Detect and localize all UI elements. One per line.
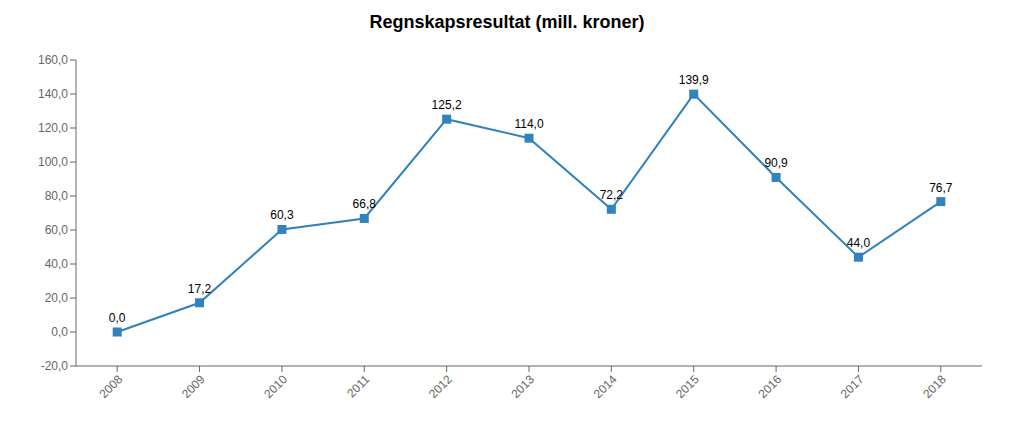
svg-text:-20,0: -20,0 (41, 359, 69, 373)
svg-text:20,0: 20,0 (45, 291, 69, 305)
svg-text:60,3: 60,3 (270, 208, 294, 222)
svg-text:17,2: 17,2 (188, 282, 212, 296)
svg-text:120,0: 120,0 (38, 121, 68, 135)
svg-text:0,0: 0,0 (109, 311, 126, 325)
svg-text:90,9: 90,9 (764, 156, 788, 170)
svg-text:66,8: 66,8 (353, 197, 377, 211)
svg-text:114,0: 114,0 (514, 117, 543, 131)
svg-text:2017: 2017 (838, 372, 867, 401)
svg-text:160,0: 160,0 (38, 53, 68, 67)
svg-text:80,0: 80,0 (45, 189, 69, 203)
svg-text:2014: 2014 (591, 372, 620, 401)
html-text:Regnskapsresultat (mill. krone: Regnskapsresultat (mill. kroner) (369, 12, 645, 32)
svg-text:72,2: 72,2 (600, 188, 624, 202)
svg-text:2016: 2016 (755, 372, 784, 401)
svg-text:2013: 2013 (508, 372, 537, 401)
svg-text:40,0: 40,0 (45, 257, 69, 271)
svg-text:2011: 2011 (344, 372, 372, 400)
svg-text:2008: 2008 (97, 372, 126, 401)
svg-text:2010: 2010 (261, 372, 290, 401)
svg-text:44,0: 44,0 (847, 236, 871, 250)
svg-text:2009: 2009 (179, 372, 208, 401)
svg-text:2018: 2018 (920, 372, 949, 401)
svg-text:60,0: 60,0 (45, 223, 69, 237)
svg-text:2015: 2015 (673, 372, 702, 401)
svg-text:139,9: 139,9 (679, 73, 709, 87)
svg-text:76,7: 76,7 (929, 181, 953, 195)
svg-text:125,2: 125,2 (432, 98, 462, 112)
svg-text:140,0: 140,0 (38, 87, 68, 101)
svg-text:100,0: 100,0 (38, 155, 68, 169)
svg-text:0,0: 0,0 (51, 325, 68, 339)
svg-text:2012: 2012 (426, 372, 455, 401)
